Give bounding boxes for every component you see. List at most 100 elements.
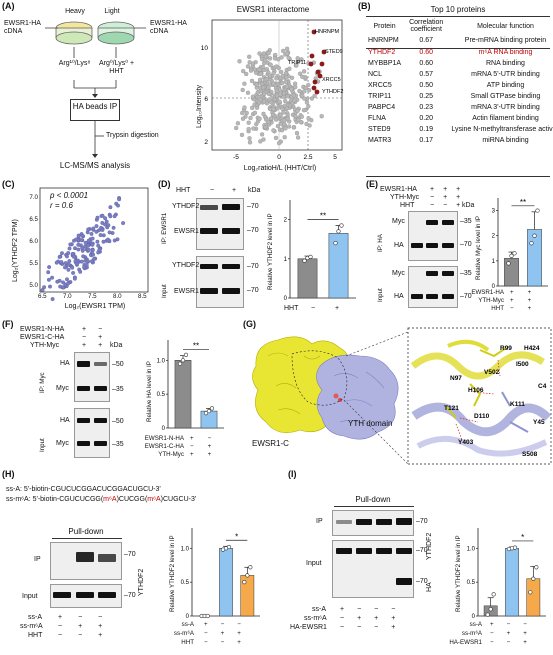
scatter-point xyxy=(65,277,69,282)
scatter-point xyxy=(74,237,79,242)
bar-chart-i: 0 0.5 1.0 * xyxy=(467,528,546,620)
volcano-point xyxy=(261,51,266,56)
c-xtick: 8.0 xyxy=(113,293,122,300)
volcano-point xyxy=(254,82,259,87)
scatter-point xyxy=(90,242,95,247)
svg-text:0: 0 xyxy=(277,154,281,161)
i-input-label: Input xyxy=(306,560,322,567)
c-ytick: 7.0 xyxy=(29,194,38,201)
table-header: Molecular function xyxy=(477,22,534,30)
c-xtick: 8.5 xyxy=(138,293,147,300)
volcano-point xyxy=(266,50,271,56)
scatter-point xyxy=(101,239,106,244)
bar xyxy=(504,258,519,287)
volcano-label-ythdf2: YTHDF2 xyxy=(322,89,343,95)
volcano-point xyxy=(250,61,255,66)
f-ip-label: IP: Myc xyxy=(39,372,46,393)
significance-mark: * xyxy=(521,533,524,542)
table-cell: 0.23 xyxy=(419,103,434,111)
bar-point xyxy=(248,565,253,570)
table-cell: Actin filament binding xyxy=(472,114,539,122)
f-input-gel xyxy=(74,408,110,458)
bar-point xyxy=(509,253,514,258)
volcano-point xyxy=(267,56,273,61)
d-band-label: YTHDF2 xyxy=(172,203,200,210)
volcano-label-xrcc5: XRCC5 xyxy=(322,77,341,83)
scatter-point xyxy=(80,246,85,250)
volcano-point xyxy=(282,135,287,140)
scatter-point xyxy=(117,197,122,202)
yth-domain-label: YTH domain xyxy=(348,419,393,428)
ewsr1c-label: EWSR1-C xyxy=(252,439,289,448)
volcano-hit-point xyxy=(308,61,314,67)
table-header: Correlation coefficient xyxy=(409,18,444,34)
table-cell: 0.25 xyxy=(419,92,434,100)
volcano-point xyxy=(261,85,266,90)
bar-point xyxy=(529,241,534,246)
volcano-point xyxy=(284,51,290,56)
scatter-point xyxy=(80,233,85,238)
bar-point xyxy=(528,590,533,595)
volcano-point xyxy=(306,104,311,109)
volcano-point xyxy=(270,112,276,118)
d-ylabel: Relative YTHDF2 level in IP xyxy=(267,213,274,290)
residue-label: Y403 xyxy=(458,439,474,446)
volcano-point xyxy=(276,140,282,146)
bar-point xyxy=(177,361,183,366)
scatter-point xyxy=(65,281,70,286)
table-row: MATR3 0.17 miRNA binding xyxy=(364,135,553,146)
bar xyxy=(297,258,318,299)
volcano-plot: 10 6 2 -5 0 2.5 5 HNRNPM STED9 TRIP11 XR… xyxy=(201,19,343,161)
table-cell: MATR3 xyxy=(368,137,392,144)
table-cell: miRNA binding xyxy=(482,137,529,144)
bar-point xyxy=(245,573,250,578)
scatter-point xyxy=(72,276,77,281)
significance-mark: * xyxy=(235,532,238,541)
residue-label: H424 xyxy=(524,345,540,352)
f-ip-gel xyxy=(74,352,110,402)
volcano-point xyxy=(278,112,283,118)
volcano-point xyxy=(300,74,305,79)
scatter-point xyxy=(100,228,105,232)
volcano-point xyxy=(271,71,276,76)
table-cell: Lysine N-methyltransferase activity xyxy=(451,125,553,133)
table-cell: mRNA 5'-UTR binding xyxy=(471,70,540,78)
volcano-point xyxy=(257,51,262,56)
volcano-point xyxy=(281,110,286,115)
volcano-point xyxy=(306,88,312,93)
volcano-point xyxy=(271,81,276,86)
bar-ytick: 1.0 xyxy=(181,546,190,552)
scatter-point xyxy=(82,265,87,270)
panel-label-h: (H) xyxy=(2,469,15,479)
d-ip-label: IP: EWSR1 xyxy=(161,212,168,244)
volcano-point xyxy=(282,118,287,123)
residue-label: H106 xyxy=(468,387,484,394)
i-xrow: ss-m⁶A xyxy=(461,630,482,637)
residue-label: R99 xyxy=(500,345,512,352)
table-row: YTHDF2 0.60 m⁶A RNA binding xyxy=(364,47,553,58)
table-cell: YTHDF2 xyxy=(368,48,396,56)
volcano-point xyxy=(263,58,268,63)
h-ip-label: IP xyxy=(34,556,41,563)
scatter-point xyxy=(86,243,91,248)
d-mw: –70 xyxy=(247,227,259,234)
significance-mark: ** xyxy=(193,342,199,351)
volcano-point xyxy=(292,98,297,103)
volcano-point xyxy=(261,91,267,97)
volcano-point xyxy=(295,56,300,61)
e-band-label: Myc xyxy=(392,270,405,277)
scatter-point xyxy=(54,260,59,265)
c-xtick: 6.5 xyxy=(38,293,47,300)
scatter-point xyxy=(74,261,79,266)
c-xtick: 7.0 xyxy=(63,293,72,300)
scatter-point xyxy=(46,270,51,275)
bar-ytick: 1.0 xyxy=(157,358,166,364)
volcano-point xyxy=(250,105,255,111)
bar-ytick: 0 xyxy=(472,614,476,620)
h-row: ss-A xyxy=(28,614,42,621)
scatter-point xyxy=(89,259,94,264)
volcano-point xyxy=(291,125,297,130)
volcano-point xyxy=(247,54,252,59)
bar-point xyxy=(308,254,313,259)
volcano-point xyxy=(302,89,307,94)
